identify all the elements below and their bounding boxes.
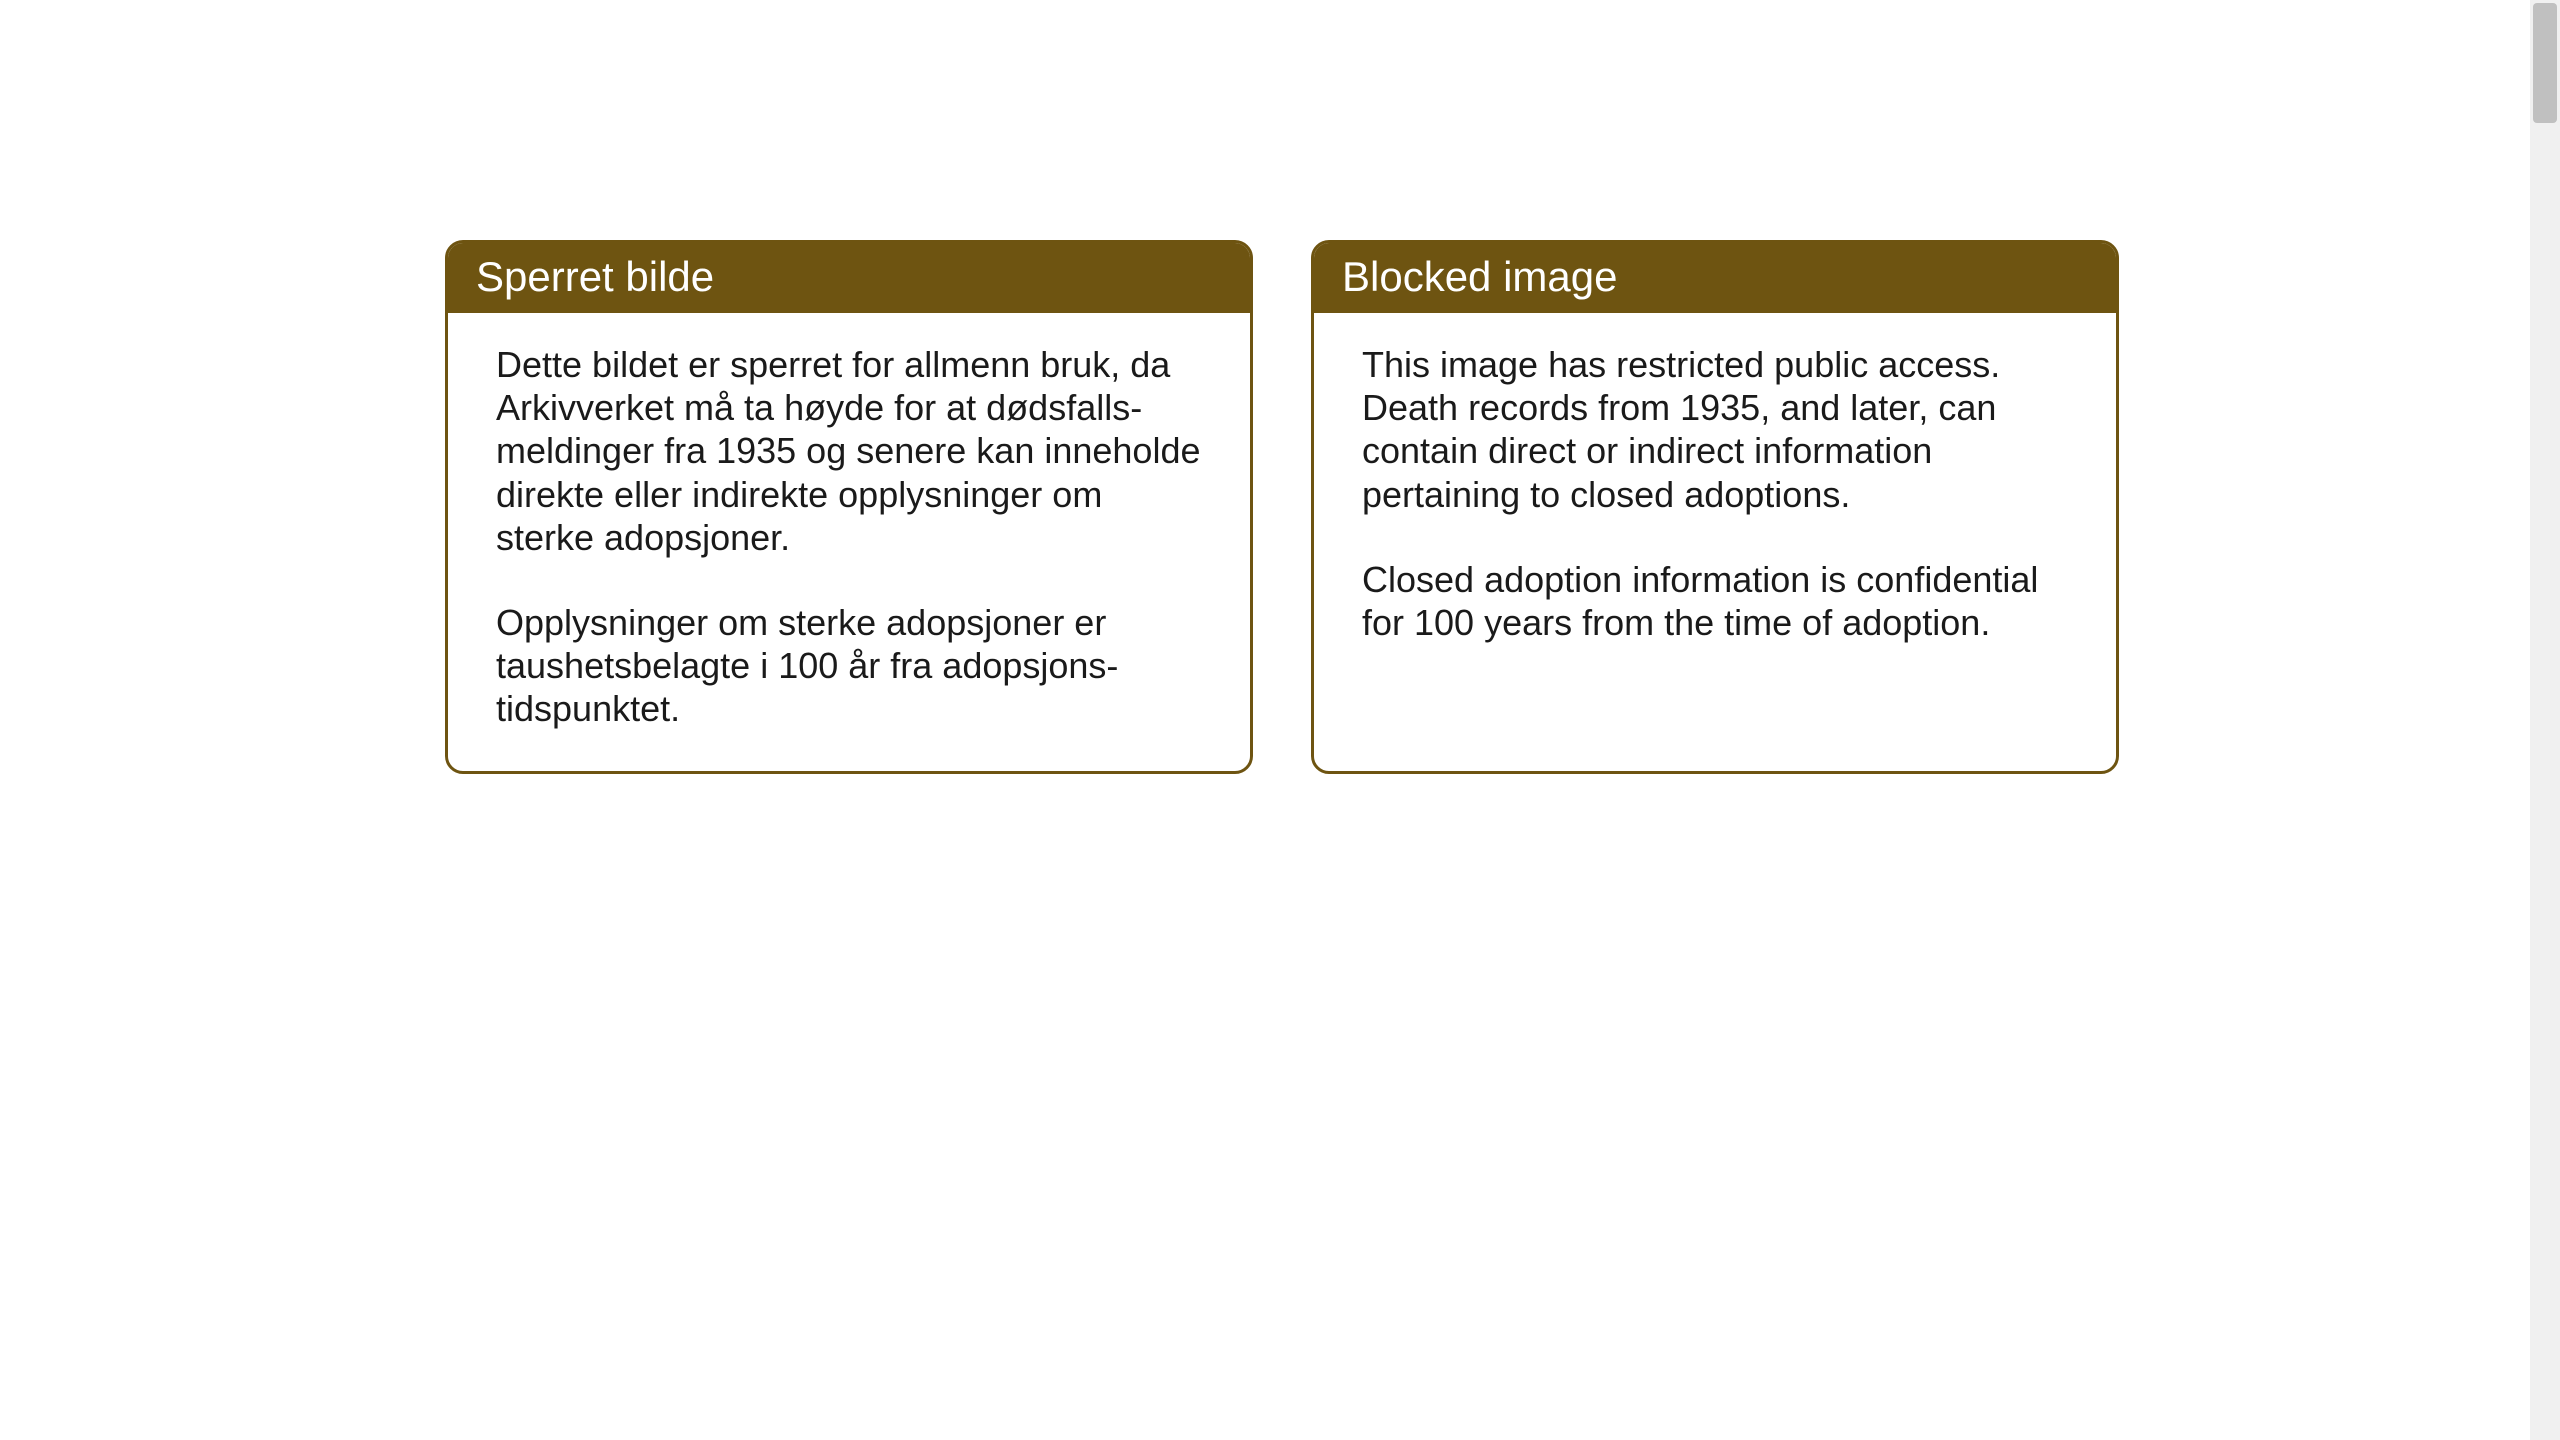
english-card-body: This image has restricted public access.… [1314, 313, 2116, 684]
english-notice-card: Blocked image This image has restricted … [1311, 240, 2119, 774]
english-paragraph-1: This image has restricted public access.… [1362, 343, 2068, 516]
norwegian-card-title: Sperret bilde [448, 243, 1250, 313]
english-card-title: Blocked image [1314, 243, 2116, 313]
norwegian-paragraph-1: Dette bildet er sperret for allmenn bruk… [496, 343, 1202, 559]
vertical-scrollbar-thumb[interactable] [2533, 3, 2557, 123]
norwegian-paragraph-2: Opplysninger om sterke adopsjoner er tau… [496, 601, 1202, 731]
vertical-scrollbar-track[interactable] [2530, 0, 2560, 1440]
english-paragraph-2: Closed adoption information is confident… [1362, 558, 2068, 644]
notice-cards-container: Sperret bilde Dette bildet er sperret fo… [445, 240, 2119, 774]
norwegian-notice-card: Sperret bilde Dette bildet er sperret fo… [445, 240, 1253, 774]
norwegian-card-body: Dette bildet er sperret for allmenn bruk… [448, 313, 1250, 771]
